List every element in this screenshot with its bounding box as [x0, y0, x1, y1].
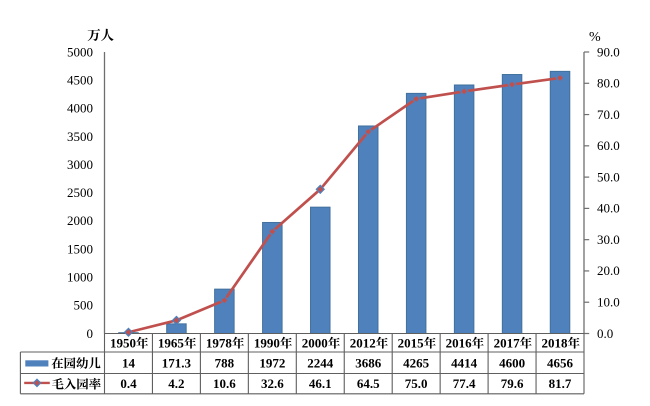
svg-text:2018: 2018	[542, 335, 569, 350]
svg-text:0: 0	[87, 326, 94, 341]
svg-text:30.0: 30.0	[597, 232, 620, 247]
svg-text:81.7: 81.7	[549, 376, 572, 391]
svg-text:75.0: 75.0	[405, 376, 428, 391]
svg-text:1000: 1000	[67, 270, 93, 285]
svg-text:5000: 5000	[67, 44, 93, 59]
svg-text:80.0: 80.0	[597, 76, 620, 91]
svg-text:40.0: 40.0	[597, 201, 620, 216]
svg-text:4414: 4414	[451, 355, 478, 370]
svg-text:2000: 2000	[67, 213, 93, 228]
svg-text:3686: 3686	[355, 355, 382, 370]
svg-text:14: 14	[122, 355, 136, 370]
svg-text:10.0: 10.0	[597, 295, 620, 310]
svg-text:64.5: 64.5	[357, 376, 380, 391]
svg-text:500: 500	[74, 298, 94, 313]
svg-text:4656: 4656	[547, 355, 574, 370]
svg-text:2012: 2012	[350, 335, 376, 350]
svg-text:1978: 1978	[206, 335, 233, 350]
svg-text:1965: 1965	[158, 335, 185, 350]
svg-text:2244: 2244	[307, 355, 334, 370]
svg-text:46.1: 46.1	[309, 376, 332, 391]
svg-text:4.2: 4.2	[168, 376, 184, 391]
svg-text:70.0: 70.0	[597, 107, 620, 122]
svg-text:77.4: 77.4	[453, 376, 476, 391]
svg-text:50.0: 50.0	[597, 169, 620, 184]
svg-text:1500: 1500	[67, 241, 93, 256]
svg-text:1990: 1990	[254, 335, 280, 350]
svg-text:20.0: 20.0	[597, 263, 620, 278]
svg-text:2015: 2015	[398, 335, 425, 350]
svg-text:%: %	[589, 30, 601, 45]
svg-text:4000: 4000	[67, 101, 93, 116]
svg-text:10.6: 10.6	[213, 376, 236, 391]
svg-text:90.0: 90.0	[597, 44, 620, 59]
svg-text:4500: 4500	[67, 72, 93, 87]
svg-text:4600: 4600	[499, 355, 525, 370]
svg-text:171.3: 171.3	[162, 355, 192, 370]
svg-text:4265: 4265	[403, 355, 430, 370]
svg-text:79.6: 79.6	[501, 376, 524, 391]
svg-text:0.0: 0.0	[597, 326, 613, 341]
svg-text:60.0: 60.0	[597, 138, 620, 153]
svg-text:788: 788	[215, 355, 235, 370]
svg-text:32.6: 32.6	[261, 376, 284, 391]
svg-text:1972: 1972	[259, 355, 285, 370]
svg-text:2500: 2500	[67, 185, 93, 200]
svg-text:3500: 3500	[67, 129, 93, 144]
svg-text:2016: 2016	[446, 335, 473, 350]
svg-text:3000: 3000	[67, 157, 93, 172]
svg-text:2000: 2000	[302, 335, 328, 350]
svg-text:1950: 1950	[110, 335, 136, 350]
svg-text:2017: 2017	[494, 335, 521, 350]
svg-text:0.4: 0.4	[120, 376, 137, 391]
